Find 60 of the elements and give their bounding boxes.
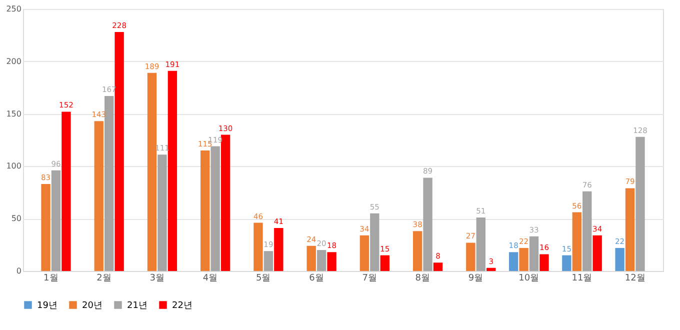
bar bbox=[220, 134, 230, 271]
x-tick-label: 12월 bbox=[624, 274, 646, 284]
bar bbox=[94, 121, 104, 271]
bar bbox=[254, 222, 263, 271]
bar bbox=[562, 255, 572, 271]
legend-label: 21년 bbox=[127, 301, 148, 311]
bar bbox=[114, 32, 124, 271]
legend-label: 19년 bbox=[37, 301, 58, 311]
x-tick-label: 1월 bbox=[44, 274, 58, 284]
bar bbox=[476, 218, 486, 271]
y-tick-label: 150 bbox=[6, 109, 22, 118]
x-tick-label: 2월 bbox=[96, 274, 112, 284]
x-tick-label: 3월 bbox=[150, 274, 164, 284]
bar bbox=[51, 170, 61, 271]
bar bbox=[466, 242, 476, 271]
bar bbox=[316, 250, 326, 271]
bar bbox=[636, 136, 645, 271]
bar bbox=[519, 248, 528, 271]
bar bbox=[615, 248, 624, 271]
bar bbox=[62, 112, 71, 271]
x-tick-label: 10월 bbox=[518, 274, 540, 284]
bar bbox=[370, 213, 380, 271]
bar bbox=[158, 154, 167, 271]
y-tick-label: 0 bbox=[16, 266, 22, 276]
bar bbox=[529, 236, 539, 271]
legend-label: 20년 bbox=[82, 301, 102, 311]
x-tick-label: 6월 bbox=[309, 274, 324, 284]
bar bbox=[486, 268, 496, 271]
bar bbox=[306, 246, 316, 271]
bar bbox=[625, 188, 635, 271]
x-tick-label: 11월 bbox=[572, 274, 592, 284]
bar bbox=[210, 146, 220, 271]
y-tick-label: 100 bbox=[6, 162, 22, 171]
bar bbox=[41, 184, 50, 271]
bar bbox=[433, 262, 443, 271]
bar bbox=[582, 191, 592, 271]
bar bbox=[104, 96, 114, 271]
bar bbox=[147, 72, 157, 271]
bar bbox=[572, 212, 582, 271]
x-tick-label: 8월 bbox=[415, 274, 430, 284]
bar bbox=[274, 228, 284, 271]
y-tick-label: 50 bbox=[11, 214, 22, 224]
y-tick-label: 250 bbox=[6, 4, 22, 14]
x-tick-label: 7월 bbox=[362, 274, 377, 284]
bar bbox=[423, 178, 432, 271]
bar bbox=[327, 252, 336, 271]
bar bbox=[168, 70, 178, 271]
y-tick-label: 200 bbox=[6, 56, 22, 66]
bar bbox=[360, 235, 370, 271]
x-tick-label: 9월 bbox=[468, 274, 484, 284]
bar bbox=[264, 251, 274, 271]
legend-label: 22년 bbox=[172, 301, 192, 311]
bar bbox=[508, 252, 518, 271]
bar bbox=[412, 231, 422, 271]
x-tick-label: 5월 bbox=[256, 274, 271, 284]
bar bbox=[200, 150, 210, 271]
x-tick-label: 4월 bbox=[202, 274, 218, 284]
bar bbox=[540, 254, 549, 271]
bar bbox=[380, 255, 390, 271]
bar bbox=[592, 235, 602, 271]
